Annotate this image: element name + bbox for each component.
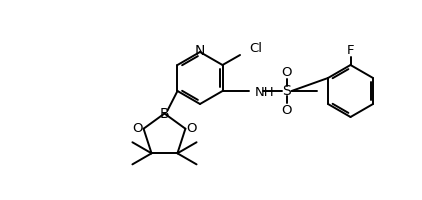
Text: O: O <box>281 66 292 78</box>
Text: S: S <box>282 84 291 98</box>
Text: Cl: Cl <box>249 43 262 55</box>
Text: O: O <box>133 122 143 135</box>
Text: N: N <box>195 44 205 58</box>
Text: O: O <box>186 122 197 135</box>
Text: O: O <box>281 104 292 116</box>
Text: NH: NH <box>254 86 274 99</box>
Text: B: B <box>160 107 169 121</box>
Text: F: F <box>347 45 354 58</box>
